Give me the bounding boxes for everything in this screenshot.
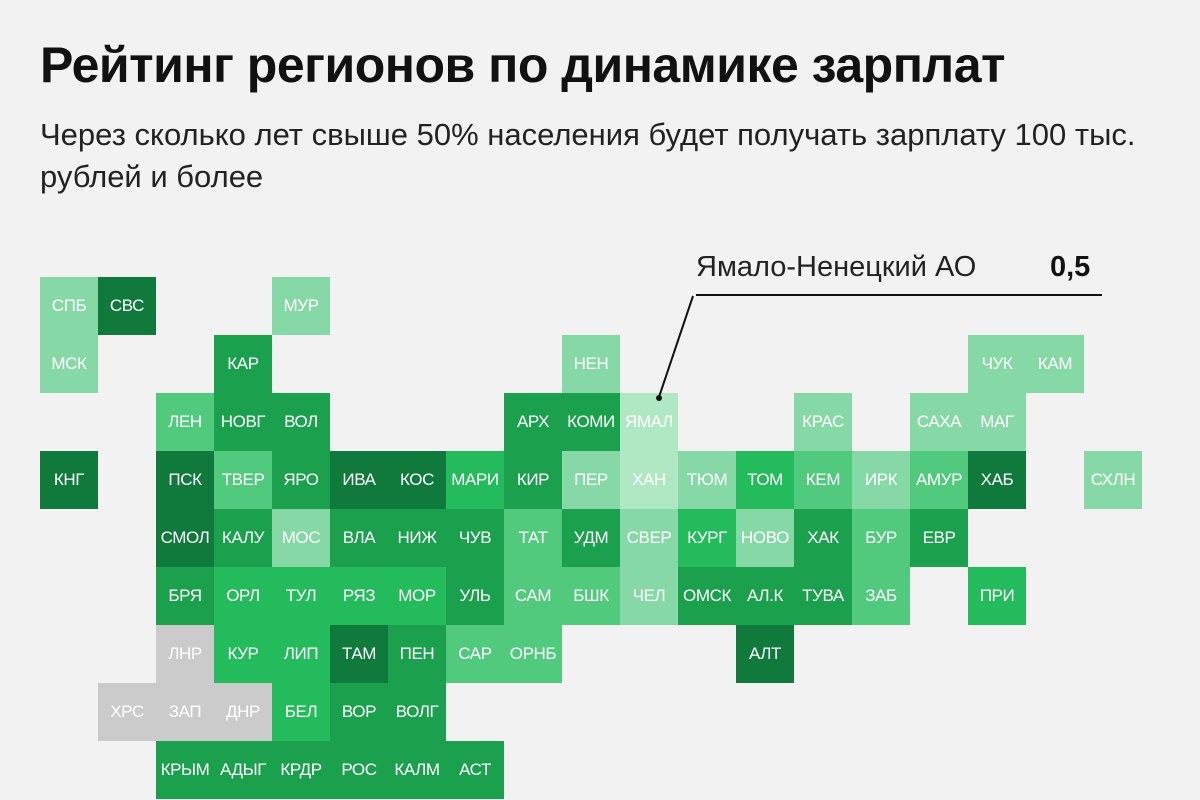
region-cell-71[interactable]: ЗАП [156,683,214,741]
region-cell-26[interactable]: ХАН [620,451,678,509]
region-cell-55[interactable]: БШК [562,567,620,625]
region-cell-10[interactable]: ВОЛ [272,393,330,451]
region-cell-8[interactable]: ЛЕН [156,393,214,451]
region-cell-68[interactable]: ОРНБ [504,625,562,683]
region-cell-60[interactable]: ЗАБ [852,567,910,625]
region-cell-21[interactable]: ИВА [330,451,388,509]
region-cell-42[interactable]: СВЕР [620,509,678,567]
region-cell-61[interactable]: ПРИ [968,567,1026,625]
region-cell-72[interactable]: ДНР [214,683,272,741]
region-cell-53[interactable]: УЛЬ [446,567,504,625]
region-cell-31[interactable]: АМУР [910,451,968,509]
region-cell-80[interactable]: КАЛМ [388,741,446,799]
region-cell-75[interactable]: ВОЛГ [388,683,446,741]
callout-region-label: Ямало-Ненецкий АО [696,251,977,283]
region-cell-38[interactable]: НИЖ [388,509,446,567]
region-cell-16[interactable]: МАГ [968,393,1026,451]
region-cell-27[interactable]: ТЮМ [678,451,736,509]
region-cell-50[interactable]: ТУЛ [272,567,330,625]
region-cell-74[interactable]: ВОР [330,683,388,741]
callout-value: 0,5 [1050,251,1091,283]
region-cell-4[interactable]: КАР [214,335,272,393]
region-cell-77[interactable]: АДЫГ [214,741,272,799]
chart-title: Рейтинг регионов по динамике зарплат [40,37,1005,93]
region-cell-35[interactable]: КАЛУ [214,509,272,567]
region-cell-3[interactable]: МСК [40,335,98,393]
region-cell-15[interactable]: САХА [910,393,968,451]
region-cell-69[interactable]: АЛТ [736,625,794,683]
region-cell-66[interactable]: ПЕН [388,625,446,683]
region-cell-14[interactable]: КРАС [794,393,852,451]
region-cell-48[interactable]: БРЯ [156,567,214,625]
region-cell-13[interactable]: ЯМАЛ [620,393,678,451]
region-cell-64[interactable]: ЛИП [272,625,330,683]
region-cell-76[interactable]: КРЫМ [156,741,214,799]
region-cell-25[interactable]: ПЕР [562,451,620,509]
region-cell-29[interactable]: КЕМ [794,451,852,509]
region-cell-22[interactable]: КОС [388,451,446,509]
region-cell-58[interactable]: АЛ.К [736,567,794,625]
region-cell-7[interactable]: КАМ [1026,335,1084,393]
region-cell-57[interactable]: ОМСК [678,567,736,625]
region-cell-28[interactable]: ТОМ [736,451,794,509]
region-cell-44[interactable]: НОВО [736,509,794,567]
region-cell-56[interactable]: ЧЕЛ [620,567,678,625]
region-cell-59[interactable]: ТУВА [794,567,852,625]
region-cell-49[interactable]: ОРЛ [214,567,272,625]
region-cell-32[interactable]: ХАБ [968,451,1026,509]
region-cell-36[interactable]: МОС [272,509,330,567]
region-cell-23[interactable]: МАРИ [446,451,504,509]
region-cell-46[interactable]: БУР [852,509,910,567]
region-cell-81[interactable]: АСТ [446,741,504,799]
region-cell-5[interactable]: НЕН [562,335,620,393]
region-cell-78[interactable]: КРДР [272,741,330,799]
region-cell-24[interactable]: КИР [504,451,562,509]
region-cell-73[interactable]: БЕЛ [272,683,330,741]
region-cell-43[interactable]: КУРГ [678,509,736,567]
region-cell-52[interactable]: МОР [388,567,446,625]
region-cell-17[interactable]: КНГ [40,451,98,509]
region-cell-0[interactable]: СПБ [40,277,98,335]
region-cell-40[interactable]: ТАТ [504,509,562,567]
region-cell-65[interactable]: ТАМ [330,625,388,683]
chart-subtitle: Через сколько лет свыше 50% населения бу… [40,117,1136,194]
region-cell-41[interactable]: УДМ [562,509,620,567]
region-cell-34[interactable]: СМОЛ [156,509,214,567]
region-cell-62[interactable]: ЛНР [156,625,214,683]
region-cell-20[interactable]: ЯРО [272,451,330,509]
region-cell-79[interactable]: РОС [330,741,388,799]
region-cell-67[interactable]: САР [446,625,504,683]
region-cell-51[interactable]: РЯЗ [330,567,388,625]
region-cell-45[interactable]: ХАК [794,509,852,567]
region-cell-12[interactable]: КОМИ [562,393,620,451]
region-cell-19[interactable]: ТВЕР [214,451,272,509]
region-cell-30[interactable]: ИРК [852,451,910,509]
region-cell-9[interactable]: НОВГ [214,393,272,451]
region-cell-11[interactable]: АРХ [504,393,562,451]
region-cell-6[interactable]: ЧУК [968,335,1026,393]
region-cell-2[interactable]: МУР [272,277,330,335]
region-cell-70[interactable]: ХРС [98,683,156,741]
region-cell-37[interactable]: ВЛА [330,509,388,567]
region-cell-18[interactable]: ПСК [156,451,214,509]
region-cell-54[interactable]: САМ [504,567,562,625]
region-cell-63[interactable]: КУР [214,625,272,683]
region-cell-39[interactable]: ЧУВ [446,509,504,567]
region-cell-33[interactable]: СХЛН [1084,451,1142,509]
region-cell-47[interactable]: ЕВР [910,509,968,567]
region-cell-1[interactable]: СВС [98,277,156,335]
